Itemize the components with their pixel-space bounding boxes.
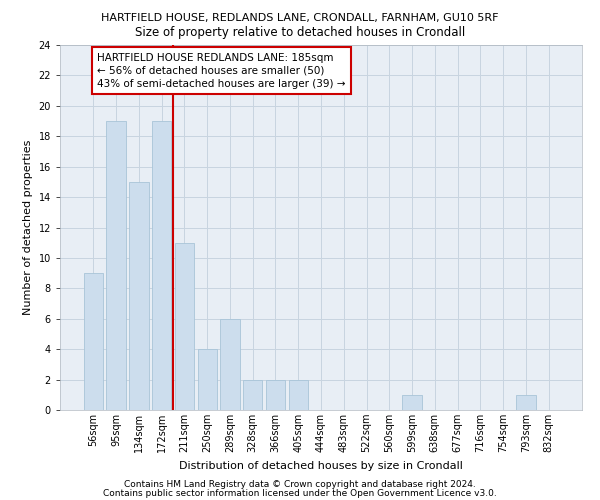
Bar (403, 395, 422, 410)
Text: Contains public sector information licensed under the Open Government Licence v3: Contains public sector information licen… (103, 488, 497, 498)
Bar (289, 380, 308, 410)
Text: HARTFIELD HOUSE REDLANDS LANE: 185sqm
← 56% of detached houses are smaller (50)
: HARTFIELD HOUSE REDLANDS LANE: 185sqm ← … (97, 52, 346, 89)
Bar (516, 395, 536, 410)
Bar (106, 121, 126, 410)
Bar (84, 273, 103, 410)
Bar (175, 242, 194, 410)
Bar (129, 182, 149, 410)
Bar (152, 121, 172, 410)
Bar (243, 380, 262, 410)
Y-axis label: Number of detached properties: Number of detached properties (23, 140, 33, 315)
Bar (220, 319, 239, 410)
Text: Size of property relative to detached houses in Crondall: Size of property relative to detached ho… (135, 26, 465, 39)
X-axis label: Distribution of detached houses by size in Crondall: Distribution of detached houses by size … (179, 460, 463, 470)
Bar (197, 349, 217, 410)
Bar (266, 380, 285, 410)
Text: Contains HM Land Registry data © Crown copyright and database right 2024.: Contains HM Land Registry data © Crown c… (124, 480, 476, 489)
Text: HARTFIELD HOUSE, REDLANDS LANE, CRONDALL, FARNHAM, GU10 5RF: HARTFIELD HOUSE, REDLANDS LANE, CRONDALL… (101, 12, 499, 22)
